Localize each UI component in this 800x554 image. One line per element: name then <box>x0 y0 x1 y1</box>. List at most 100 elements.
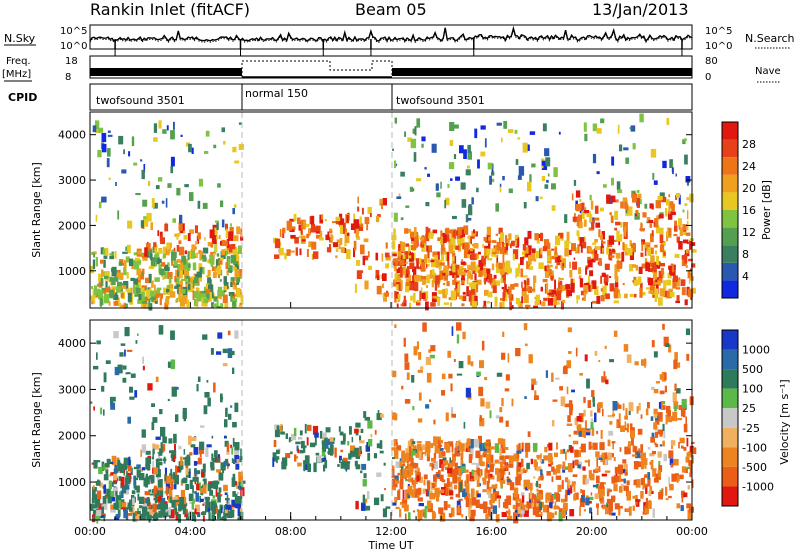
heatmap-cell <box>513 487 519 497</box>
heatmap-cell <box>546 492 551 501</box>
heatmap-cell <box>461 280 465 285</box>
heatmap-cell <box>585 478 589 484</box>
heatmap-cell <box>562 366 568 375</box>
heatmap-cell <box>408 253 414 262</box>
heatmap-cell <box>676 236 680 243</box>
heatmap-cell <box>217 286 223 297</box>
heatmap-cell <box>173 433 177 444</box>
heatmap-cell <box>665 415 668 425</box>
heatmap-cell <box>458 295 463 300</box>
heatmap-cell <box>441 390 446 396</box>
heatmap-cell <box>686 197 691 201</box>
heatmap-cell <box>646 217 651 222</box>
heatmap-cell <box>684 254 688 264</box>
y-tick-label: 1000 <box>58 476 86 489</box>
heatmap-cell <box>513 513 519 524</box>
heatmap-cell <box>355 500 359 510</box>
heatmap-cell <box>146 303 149 309</box>
heatmap-cell <box>567 463 573 473</box>
heatmap-cell <box>495 415 500 419</box>
heatmap-cell <box>329 244 331 253</box>
heatmap-cell <box>343 461 347 469</box>
heatmap-cell <box>620 483 624 487</box>
heatmap-cell <box>423 479 426 486</box>
heatmap-cell <box>598 489 603 498</box>
heatmap-cell <box>633 446 638 453</box>
heatmap-cell <box>456 322 462 331</box>
heatmap-cell <box>162 436 167 444</box>
heatmap-cell <box>234 446 240 455</box>
heatmap-cell <box>397 275 400 281</box>
heatmap-cell <box>408 478 412 483</box>
heatmap-cell <box>448 238 453 244</box>
heatmap-cell <box>594 239 598 243</box>
heatmap-cell <box>474 295 478 306</box>
heatmap-cell <box>393 262 397 269</box>
heatmap-cell <box>313 462 317 473</box>
heatmap-cell <box>489 464 494 473</box>
heatmap-cell <box>457 504 460 514</box>
heatmap-cell <box>627 206 633 216</box>
heatmap-cell <box>188 277 191 283</box>
heatmap-cell <box>649 490 654 494</box>
heatmap-cell <box>458 241 462 252</box>
heatmap-cell <box>224 513 230 517</box>
heatmap-cell <box>303 445 307 448</box>
heatmap-cell <box>623 244 628 253</box>
heatmap-cell <box>435 275 440 285</box>
heatmap-cell <box>131 136 135 146</box>
heatmap-cell <box>484 469 488 479</box>
heatmap-cell <box>375 215 380 223</box>
heatmap-cell <box>408 255 412 259</box>
heatmap-cell <box>420 287 423 295</box>
heatmap-cell <box>461 229 464 236</box>
heatmap-cell <box>396 196 402 199</box>
heatmap-cell <box>232 491 236 497</box>
heatmap-cell <box>164 474 168 482</box>
heatmap-cell <box>392 258 398 266</box>
heatmap-cell <box>582 241 585 248</box>
heatmap-cell <box>160 262 166 267</box>
heatmap-cell <box>402 489 405 500</box>
heatmap-cell <box>434 281 438 291</box>
heatmap-cell <box>124 488 129 495</box>
heatmap-cell <box>392 457 395 460</box>
heatmap-cell <box>216 351 222 355</box>
heatmap-cell <box>676 503 681 509</box>
heatmap-cell <box>551 205 556 211</box>
heatmap-cell <box>505 455 510 459</box>
heatmap-cell <box>209 489 213 496</box>
heatmap-cell <box>402 254 406 260</box>
heatmap-cell <box>654 218 659 228</box>
heatmap-cell <box>107 134 113 137</box>
heatmap-cell <box>604 452 608 460</box>
heatmap-cell <box>425 202 430 207</box>
heatmap-cell <box>682 209 685 213</box>
heatmap-cell <box>487 291 493 298</box>
heatmap-cell <box>421 143 424 148</box>
heatmap-cell <box>531 252 536 261</box>
heatmap-cell <box>134 257 140 261</box>
heatmap-cell <box>546 504 550 514</box>
heatmap-cell <box>457 283 461 293</box>
heatmap-cell <box>574 417 579 426</box>
heatmap-cell <box>210 466 215 471</box>
heatmap-cell <box>479 483 481 487</box>
heatmap-cell <box>153 137 158 142</box>
heatmap-cell <box>176 284 180 287</box>
heatmap-cell <box>573 493 577 501</box>
heatmap-cell <box>120 292 124 298</box>
heatmap-cell <box>585 429 591 433</box>
freq-frame <box>89 55 693 79</box>
heatmap-cell <box>276 457 278 464</box>
heatmap-cell <box>566 360 572 369</box>
heatmap-cell <box>531 378 536 385</box>
heatmap-cell <box>115 490 118 496</box>
heatmap-cell <box>640 444 644 453</box>
heatmap-cell <box>647 247 651 256</box>
heatmap-cell <box>100 247 105 255</box>
heatmap-cell <box>558 277 560 283</box>
heatmap-cell <box>103 409 105 416</box>
heatmap-cell <box>373 453 378 459</box>
heatmap-cell <box>189 229 194 234</box>
